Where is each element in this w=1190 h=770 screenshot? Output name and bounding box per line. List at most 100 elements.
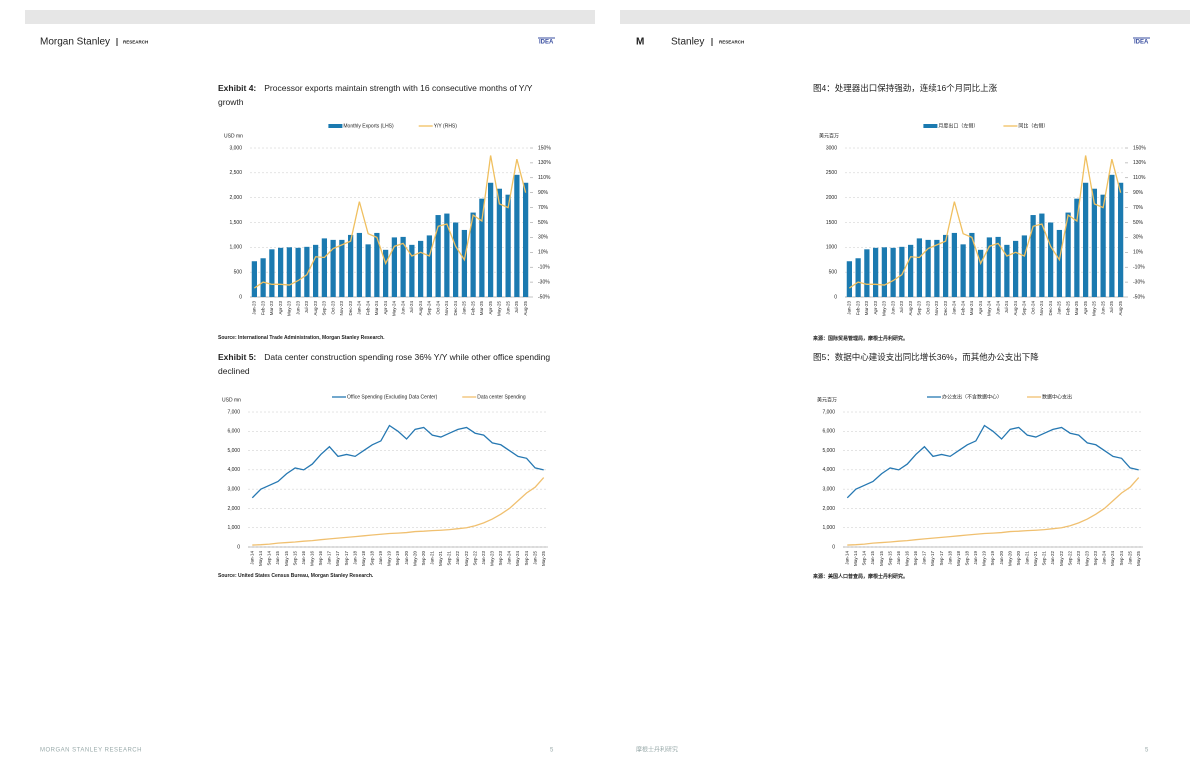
x-tick-label: May-24: [392, 301, 397, 317]
bar: [356, 232, 362, 297]
bar: [1118, 182, 1124, 297]
x-tick-label: Jan-24: [952, 301, 957, 315]
y-tick-label: 4,000: [227, 467, 240, 473]
x-tick-label: Jan-23: [1076, 551, 1081, 565]
bar: [908, 244, 914, 297]
bar: [488, 182, 494, 297]
y2-tick-label: -10%: [538, 265, 550, 271]
x-tick-label: Jan-17: [327, 551, 332, 565]
x-tick-label: Sep-22: [1067, 551, 1072, 566]
bar: [925, 239, 931, 297]
x-tick-label: Jan-23: [481, 551, 486, 565]
bar: [1074, 198, 1080, 297]
x-tick-label: Aug-23: [908, 301, 913, 316]
x-tick-label: May-20: [1007, 551, 1012, 567]
x-tick-label: Mar-23: [864, 301, 869, 316]
y2-tick-label: 130%: [538, 160, 551, 166]
x-tick-label: Oct-23: [330, 301, 335, 315]
legend-label: 月度出口（左侧）: [938, 122, 978, 129]
x-tick-label: Aug-24: [1013, 301, 1018, 316]
bar: [391, 237, 397, 297]
y2-tick-label: 110%: [1133, 175, 1146, 181]
x-tick-label: May-16: [309, 551, 314, 567]
source: 来源：美国人口普查局，摩根士丹利研究。: [813, 574, 909, 580]
bar: [383, 249, 389, 297]
x-tick-label: May-22: [1059, 551, 1064, 567]
exhibit-text: Processor exports maintain strength with…: [218, 83, 533, 107]
bar: [934, 239, 940, 297]
y-tick-label: 1,500: [229, 220, 242, 226]
x-tick-label: Jan-15: [870, 551, 875, 565]
x-tick-label: May-23: [882, 301, 887, 317]
x-tick-label: Sep-15: [887, 551, 892, 566]
x-tick-label: Jul-25: [514, 301, 519, 314]
bar: [374, 232, 380, 297]
bar: [286, 247, 292, 297]
x-tick-label: Jan-25: [462, 301, 467, 315]
x-tick-label: Mar-23: [269, 301, 274, 316]
y2-tick-label: 10%: [1133, 250, 1144, 256]
x-tick-label: Dec-23: [348, 301, 353, 316]
x-tick-label: Feb-25: [470, 301, 475, 316]
bar: [890, 247, 896, 297]
x-tick-label: Sep-14: [267, 551, 272, 566]
legend-label: 办公支出（不含数据中心）: [942, 393, 1002, 400]
series-line: [849, 155, 1122, 289]
bar: [409, 244, 415, 297]
x-tick-label: Jun-23: [890, 301, 895, 315]
bar: [339, 239, 345, 297]
y2-tick-label: 50%: [538, 220, 549, 226]
y2-tick-label: -10%: [1133, 265, 1145, 271]
x-tick-label: Feb-24: [365, 301, 370, 316]
x-tick-label: Sep-24: [427, 301, 432, 316]
x-tick-label: Jul-24: [409, 301, 414, 314]
x-tick-label: Sep-16: [913, 551, 918, 566]
bar: [978, 249, 984, 297]
x-tick-label: Jan-16: [301, 551, 306, 565]
x-tick-label: May-24: [987, 301, 992, 317]
x-tick-label: Sep-17: [344, 551, 349, 566]
y2-tick-label: 110%: [538, 175, 551, 181]
x-tick-label: Apr-24: [383, 301, 388, 315]
x-tick-label: Jan-24: [357, 301, 362, 315]
y-tick-label: 2000: [826, 195, 837, 201]
x-tick-label: Jan-24: [1102, 551, 1107, 565]
y-tick-label: 0: [832, 544, 835, 550]
bar: [881, 247, 887, 297]
x-tick-label: Sep-24: [1119, 551, 1124, 566]
x-tick-label: Dec-23: [943, 301, 948, 316]
y-tick-label: 4,000: [822, 467, 835, 473]
x-tick-label: May-14: [258, 551, 263, 567]
bar: [969, 232, 975, 297]
x-tick-label: Jan-21: [1024, 551, 1029, 565]
x-tick-label: May-25: [1136, 551, 1141, 567]
top-bar: [25, 10, 595, 24]
x-tick-label: Sep-21: [1042, 551, 1047, 566]
source: Source: International Trade Administrati…: [218, 335, 385, 341]
bar: [1100, 194, 1106, 297]
x-tick-label: Feb-23: [855, 301, 860, 316]
x-tick-label: Feb-23: [260, 301, 265, 316]
y-tick-label: 5,000: [822, 448, 835, 454]
bar: [444, 213, 450, 297]
x-tick-label: Apr-23: [278, 301, 283, 315]
y2-tick-label: 90%: [1133, 190, 1144, 196]
bar: [426, 235, 432, 297]
brand: Stanley: [671, 37, 704, 48]
legend-label: 数据中心支出: [1042, 393, 1072, 400]
x-tick-label: Jan-19: [378, 551, 383, 565]
x-tick-label: Jun-24: [400, 301, 405, 315]
x-tick-label: Sep-20: [421, 551, 426, 566]
tag: IDEA: [539, 40, 554, 46]
y-tick-label: 0: [237, 544, 240, 550]
x-tick-label: Sep-17: [939, 551, 944, 566]
exhibit-text: 图5：数据中心建设支出同比增长36%，而其他办公支出下降: [813, 352, 1039, 362]
source: Source: United States Census Bureau, Mor…: [218, 573, 374, 579]
x-tick-label: Feb-24: [960, 301, 965, 316]
x-tick-label: May-22: [464, 551, 469, 567]
x-tick-label: Sep-24: [1022, 301, 1027, 316]
x-tick-label: Jan-23: [252, 301, 257, 315]
x-tick-label: Jan-14: [249, 551, 254, 565]
x-tick-label: Jan-25: [1127, 551, 1132, 565]
